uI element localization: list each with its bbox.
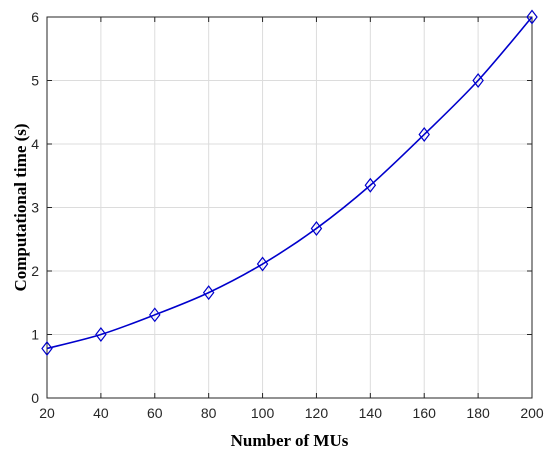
data-point-marker (526, 9, 538, 25)
x-tick-label: 120 (305, 405, 329, 421)
series-line (46, 16, 533, 350)
y-axis-label: Computational time (s) (11, 123, 30, 291)
y-tick-labels: 0 1 2 3 4 5 6 (31, 9, 39, 406)
axis-ticks (46, 16, 533, 399)
x-tick-label: 180 (466, 405, 490, 421)
series-group (41, 9, 538, 356)
y-tick-label: 6 (31, 9, 39, 25)
x-tick-label: 160 (413, 405, 437, 421)
x-tick-label: 20 (39, 405, 55, 421)
data-point-marker (149, 307, 161, 323)
data-point-marker (202, 285, 215, 301)
data-point-marker (472, 73, 484, 88)
x-tick-label: 200 (520, 405, 544, 421)
y-tick-label: 0 (31, 390, 39, 406)
data-point-marker (418, 126, 430, 142)
x-tick-label: 80 (201, 405, 217, 421)
x-tick-label: 60 (147, 405, 163, 421)
x-tick-labels: 20 40 60 80 100 120 140 160 180 200 (39, 405, 544, 421)
y-tick-label: 5 (31, 73, 39, 89)
y-tick-label: 2 (31, 263, 39, 279)
data-point-marker (41, 340, 53, 356)
x-tick-label: 140 (359, 405, 383, 421)
y-tick-label: 4 (31, 136, 39, 152)
y-tick-label: 1 (31, 327, 39, 343)
data-point-marker (256, 256, 269, 272)
data-point-marker (364, 177, 377, 193)
x-tick-label: 40 (93, 405, 109, 421)
x-axis-label: Number of MUs (231, 431, 349, 450)
data-point-marker (95, 327, 107, 342)
x-tick-label: 100 (251, 405, 275, 421)
y-tick-label: 3 (31, 200, 39, 216)
data-point-marker (310, 220, 323, 236)
